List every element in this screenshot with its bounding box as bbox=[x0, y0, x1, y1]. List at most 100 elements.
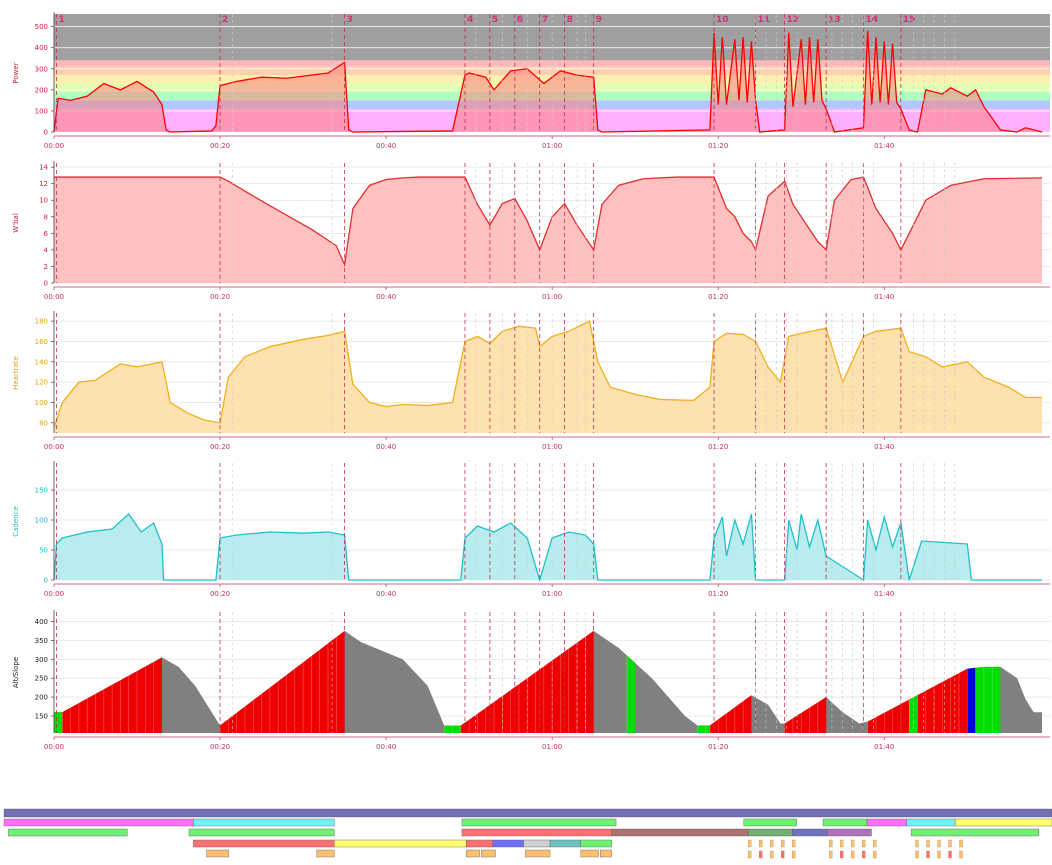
timeline-interval[interactable] bbox=[611, 828, 749, 837]
timeline-interval[interactable] bbox=[549, 839, 582, 848]
slope-segment-red bbox=[460, 630, 594, 733]
timeline-interval[interactable] bbox=[3, 818, 194, 827]
timeline-interval[interactable] bbox=[580, 849, 599, 858]
y-tick-label: 0 bbox=[44, 577, 48, 585]
cadence-chart[interactable]: 0 50 100 150 00:00 00:20 00:40 01:00 01:20 01:40 C… bbox=[12, 461, 1050, 598]
timeline-sub-interval[interactable] bbox=[840, 850, 844, 859]
interval-marker-label: 3 bbox=[347, 15, 353, 25]
timeline-sub-interval[interactable] bbox=[959, 839, 963, 848]
timeline-sub-interval[interactable] bbox=[781, 839, 785, 848]
timeline-interval[interactable] bbox=[906, 818, 956, 827]
x-tick-label: 01:40 bbox=[874, 743, 894, 751]
y-tick-label: 200 bbox=[35, 694, 48, 702]
x-tick-label: 00:00 bbox=[44, 590, 64, 598]
altitude-slope-chart[interactable]: 150 200 250 300 350 400 00:00 00:20 00:40 01:00 01… bbox=[12, 610, 1050, 751]
y-tick-label: 180 bbox=[35, 318, 48, 326]
timeline-sub-interval[interactable] bbox=[781, 850, 785, 859]
heartrate-chart[interactable]: 80 100 120 140 160 180 00:00 00:20 00:40 01:00 01:… bbox=[12, 311, 1050, 451]
power-axis-label: Power bbox=[12, 62, 20, 83]
y-tick-label: 6 bbox=[44, 230, 49, 238]
timeline-sub-interval[interactable] bbox=[748, 839, 752, 848]
x-tick-label: 00:40 bbox=[376, 590, 396, 598]
timeline-interval[interactable] bbox=[334, 839, 467, 848]
timeline-sub-interval[interactable] bbox=[873, 839, 877, 848]
x-tick-label: 00:00 bbox=[44, 142, 64, 150]
timeline-interval[interactable] bbox=[747, 828, 793, 837]
timeline-interval[interactable] bbox=[193, 818, 335, 827]
intervals-timeline[interactable] bbox=[3, 808, 1052, 859]
y-tick-label: 100 bbox=[35, 107, 48, 115]
y-tick-label: 120 bbox=[35, 379, 48, 387]
timeline-sub-interval[interactable] bbox=[759, 839, 763, 848]
timeline-sub-interval[interactable] bbox=[873, 850, 877, 859]
y-tick-label: 150 bbox=[35, 487, 48, 495]
timeline-interval[interactable] bbox=[206, 849, 229, 858]
timeline-sub-interval[interactable] bbox=[840, 839, 844, 848]
timeline-sub-interval[interactable] bbox=[926, 839, 930, 848]
timeline-sub-interval[interactable] bbox=[759, 850, 763, 859]
interval-marker-label: 13 bbox=[828, 15, 841, 25]
y-tick-label: 140 bbox=[35, 358, 48, 366]
timeline-sub-interval[interactable] bbox=[792, 839, 796, 848]
timeline-interval[interactable] bbox=[792, 828, 828, 837]
x-tick-label: 01:40 bbox=[874, 443, 894, 451]
timeline-interval[interactable] bbox=[600, 849, 612, 858]
timeline-sub-interval[interactable] bbox=[948, 839, 952, 848]
timeline-interval[interactable] bbox=[827, 828, 872, 837]
interval-marker-label: 1 bbox=[58, 15, 64, 25]
timeline-sub-interval[interactable] bbox=[851, 850, 855, 859]
timeline-interval[interactable] bbox=[461, 818, 617, 827]
interval-marker-label: 10 bbox=[716, 15, 729, 25]
wbal-chart[interactable]: 0 2 4 6 8 10 12 14 00:00 00:20 00:40 01:00 01:20 01:4… bbox=[12, 161, 1050, 301]
timeline-interval[interactable] bbox=[743, 818, 797, 827]
timeline-interval[interactable] bbox=[461, 828, 612, 837]
timeline-sub-interval[interactable] bbox=[948, 850, 952, 859]
timeline-sub-interval[interactable] bbox=[937, 839, 941, 848]
timeline-sub-interval[interactable] bbox=[770, 850, 774, 859]
timeline-interval[interactable] bbox=[580, 839, 612, 848]
timeline-sub-interval[interactable] bbox=[829, 839, 833, 848]
timeline-sub-interval[interactable] bbox=[748, 850, 752, 859]
timeline-interval[interactable] bbox=[866, 818, 907, 827]
y-tick-label: 100 bbox=[35, 399, 48, 407]
x-tick-label: 00:00 bbox=[44, 293, 64, 301]
x-tick-label: 00:20 bbox=[210, 443, 230, 451]
timeline-interval[interactable] bbox=[481, 849, 496, 858]
timeline-interval[interactable] bbox=[492, 839, 524, 848]
timeline-interval[interactable] bbox=[466, 839, 493, 848]
y-tick-label: 150 bbox=[35, 712, 48, 720]
timeline-sub-interval[interactable] bbox=[862, 850, 866, 859]
timeline-sub-interval[interactable] bbox=[959, 850, 963, 859]
timeline-sub-interval[interactable] bbox=[937, 850, 941, 859]
power-chart[interactable]: 1 2 3 4 5 6 7 8 9 10 11 12 13 14 15010020030040050000:… bbox=[12, 12, 1050, 150]
timeline-interval[interactable] bbox=[822, 818, 868, 827]
timeline-sub-interval[interactable] bbox=[862, 839, 866, 848]
y-tick-label: 250 bbox=[35, 675, 48, 683]
timeline-sub-interval[interactable] bbox=[792, 850, 796, 859]
timeline-interval[interactable] bbox=[910, 828, 1039, 837]
timeline-interval[interactable] bbox=[193, 839, 335, 848]
timeline-sub-interval[interactable] bbox=[926, 850, 930, 859]
y-tick-label: 50 bbox=[39, 547, 48, 555]
y-tick-label: 4 bbox=[44, 246, 49, 254]
timeline-interval[interactable] bbox=[466, 849, 480, 858]
timeline-interval[interactable] bbox=[3, 808, 1052, 818]
y-tick-label: 160 bbox=[35, 338, 48, 346]
timeline-interval[interactable] bbox=[8, 828, 128, 837]
timeline-interval[interactable] bbox=[525, 849, 551, 858]
x-tick-label: 01:20 bbox=[708, 590, 728, 598]
x-tick-label: 01:40 bbox=[874, 293, 894, 301]
timeline-sub-interval[interactable] bbox=[770, 839, 774, 848]
timeline-sub-interval[interactable] bbox=[915, 850, 919, 859]
timeline-sub-interval[interactable] bbox=[829, 850, 833, 859]
x-tick-label: 01:20 bbox=[708, 443, 728, 451]
timeline-interval[interactable] bbox=[954, 818, 1052, 827]
timeline-interval[interactable] bbox=[523, 839, 551, 848]
timeline-interval[interactable] bbox=[316, 849, 335, 858]
timeline-sub-interval[interactable] bbox=[851, 839, 855, 848]
interval-marker-label: 4 bbox=[467, 15, 473, 25]
timeline-sub-interval[interactable] bbox=[915, 839, 919, 848]
y-tick-label: 0 bbox=[44, 129, 48, 137]
y-tick-label: 400 bbox=[35, 618, 48, 626]
timeline-interval[interactable] bbox=[188, 828, 335, 837]
